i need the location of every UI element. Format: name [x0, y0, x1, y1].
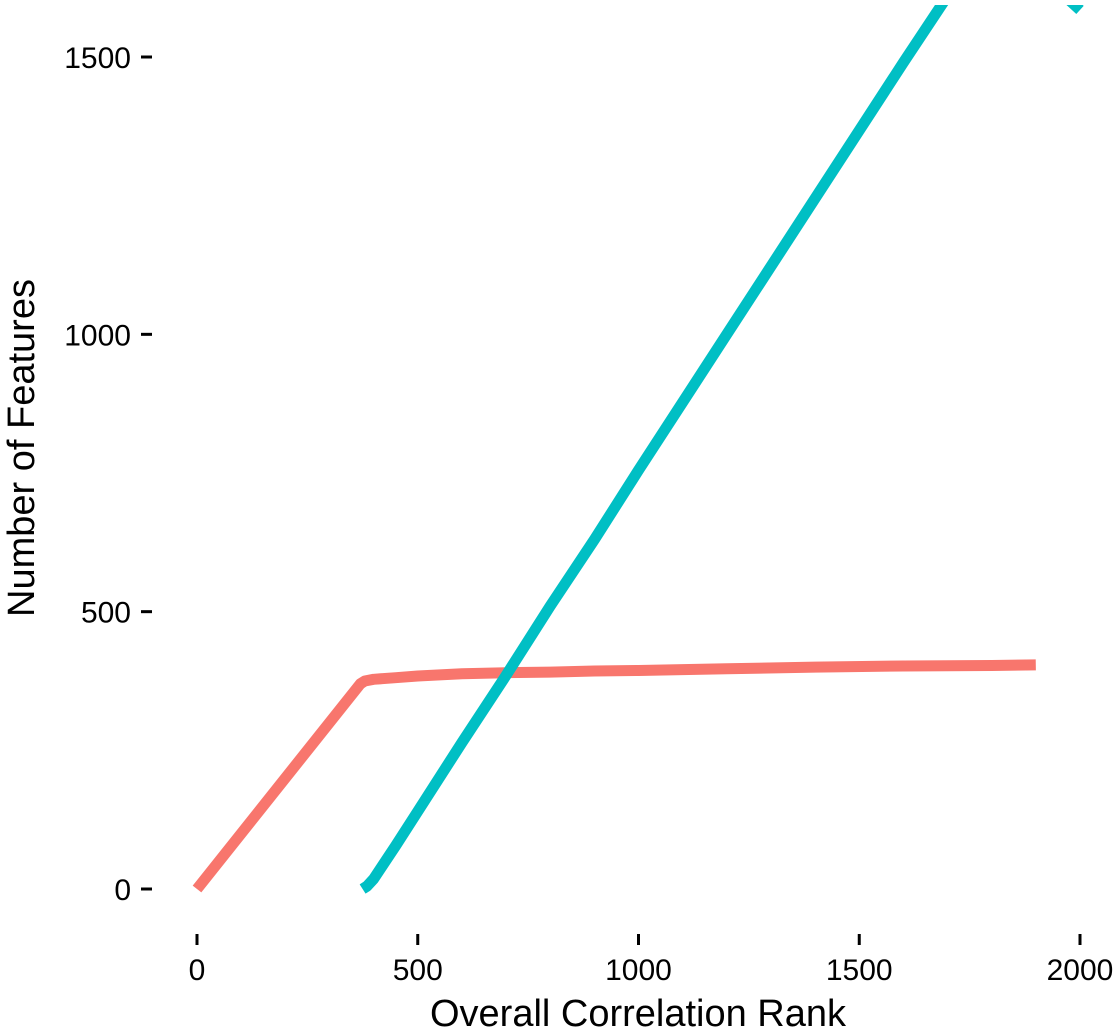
x-tick-label: 1500: [826, 954, 893, 987]
y-tick-label: 0: [114, 874, 131, 907]
y-axis-title: Number of Features: [1, 279, 43, 617]
series-layer: [192, 5, 1084, 894]
x-tick-label: 500: [393, 954, 443, 987]
series-line-2: [359, 5, 1084, 894]
x-tick-label: 2000: [1047, 954, 1114, 987]
y-tick-label: 1000: [64, 319, 131, 352]
y-axis: 0 500 1000 1500: [64, 42, 152, 907]
x-axis-title: Overall Correlation Rank: [430, 993, 847, 1029]
x-axis: 0 500 1000 1500 2000: [189, 934, 1114, 987]
series-line-1: [192, 659, 1036, 893]
x-tick-label: 1000: [605, 954, 672, 987]
y-tick-label: 500: [81, 597, 131, 630]
x-tick-label: 0: [189, 954, 206, 987]
y-tick-label: 1500: [64, 42, 131, 75]
